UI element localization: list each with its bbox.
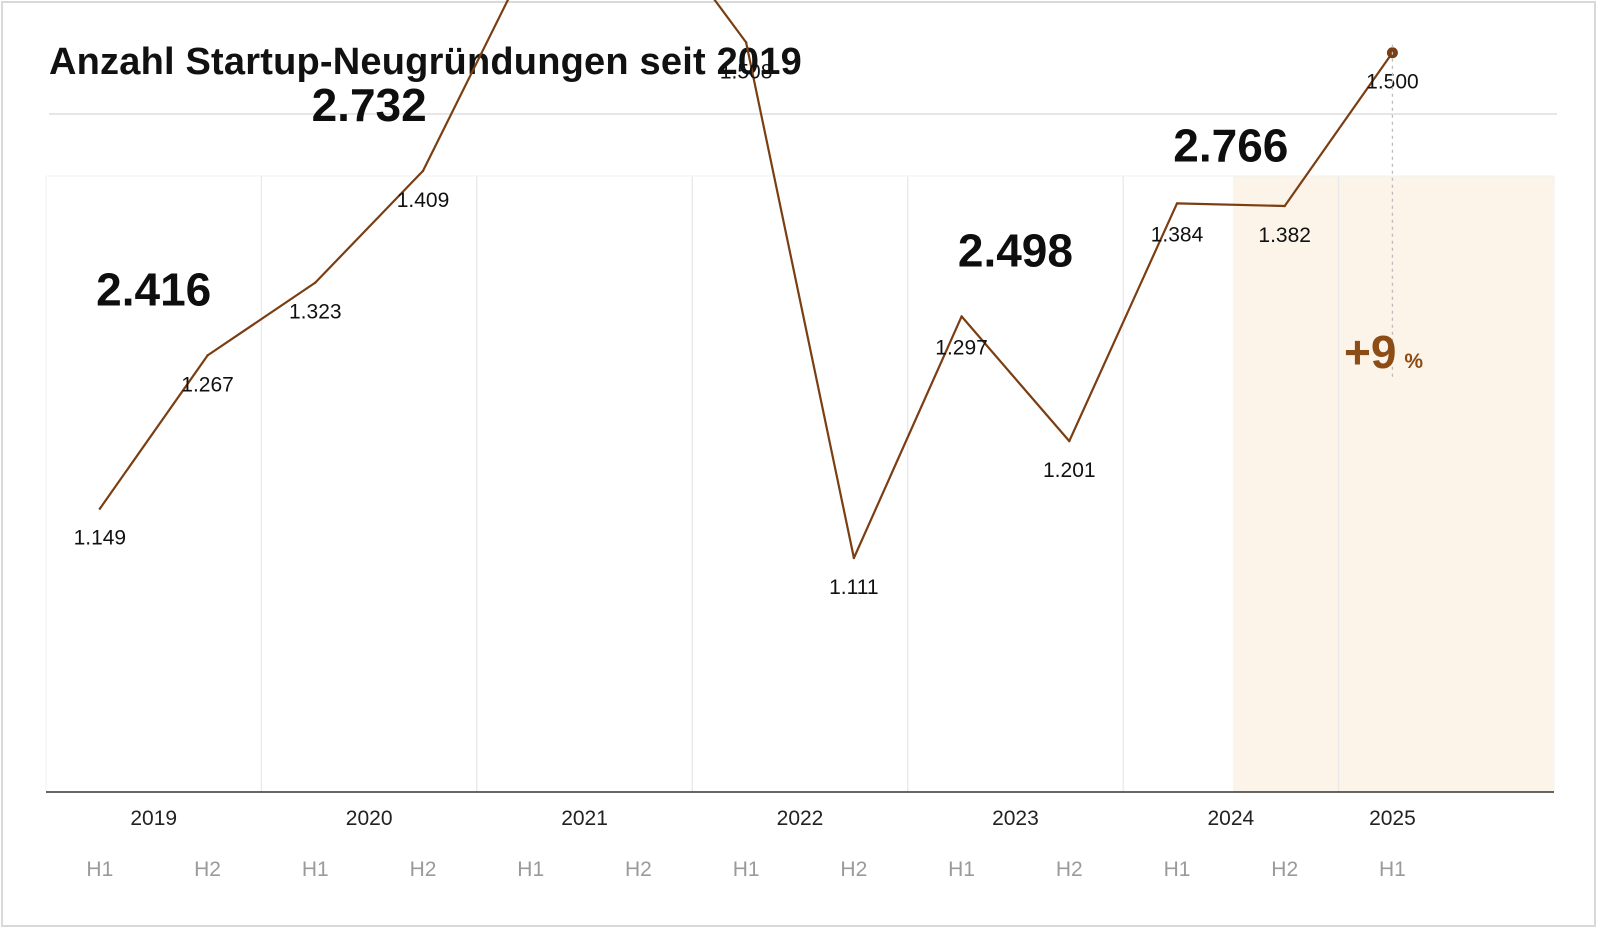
point-value-label: 1.149 [74, 527, 127, 550]
year-total-label: 2.416 [96, 263, 211, 315]
half-tick-label: H2 [625, 858, 652, 881]
point-value-label: 1.508 [720, 60, 773, 83]
series-line [98, 0, 1394, 560]
title-divider [49, 113, 1557, 115]
series-point [1283, 204, 1286, 208]
series-point [1175, 202, 1179, 205]
series-point [744, 41, 748, 44]
chart-title: Anzahl Startup-Neugründungen seit 2019 [49, 41, 802, 83]
year-total-label: 2.619 [742, 0, 857, 2]
year-tick-label: 2023 [992, 807, 1039, 830]
point-value-label: 1.384 [1151, 223, 1204, 246]
series-point [421, 169, 425, 173]
half-tick-label: H1 [302, 858, 329, 881]
half-tick-label: H2 [1056, 858, 1083, 881]
point-value-label: 1.267 [181, 373, 234, 396]
year-total-label: 2.498 [958, 224, 1073, 276]
series-point [852, 556, 856, 560]
half-tick-label: H1 [1164, 858, 1191, 881]
point-value-label: 1.323 [289, 301, 342, 324]
point-value-label: 1.201 [1043, 459, 1096, 482]
series-point [98, 507, 102, 510]
year-tick-label: 2024 [1207, 807, 1254, 830]
year-tick-label: 2022 [777, 807, 824, 830]
year-tick-label: 2020 [346, 807, 393, 830]
series-point [206, 354, 209, 357]
half-tick-label: H2 [840, 858, 867, 881]
year-tick-label: 2019 [130, 807, 177, 830]
half-tick-label: H1 [948, 858, 975, 881]
half-tick-label: H1 [1379, 858, 1406, 881]
growth-annotation-value: +9 [1344, 326, 1396, 378]
highlight-band [1232, 176, 1554, 792]
point-value-label: 1.297 [935, 336, 988, 359]
half-tick-label: H2 [194, 858, 221, 881]
point-value-label: 1.111 [829, 576, 878, 599]
point-value-label: 1.409 [397, 189, 450, 212]
series-point [314, 281, 317, 284]
year-tick-label: 2025 [1369, 807, 1416, 830]
year-total-label: 2.766 [1173, 119, 1288, 171]
half-tick-label: H1 [517, 858, 544, 881]
year-total-label: 2.732 [312, 79, 427, 131]
point-value-label: 1.382 [1258, 224, 1311, 247]
series-point [1068, 439, 1071, 443]
growth-annotation-unit: % [1404, 350, 1423, 373]
year-tick-label: 2021 [561, 807, 608, 830]
half-tick-label: H2 [410, 858, 437, 881]
half-tick-label: H2 [1271, 858, 1298, 881]
series-point [960, 315, 963, 318]
half-tick-label: H1 [733, 858, 760, 881]
half-tick-label: H1 [86, 858, 113, 881]
